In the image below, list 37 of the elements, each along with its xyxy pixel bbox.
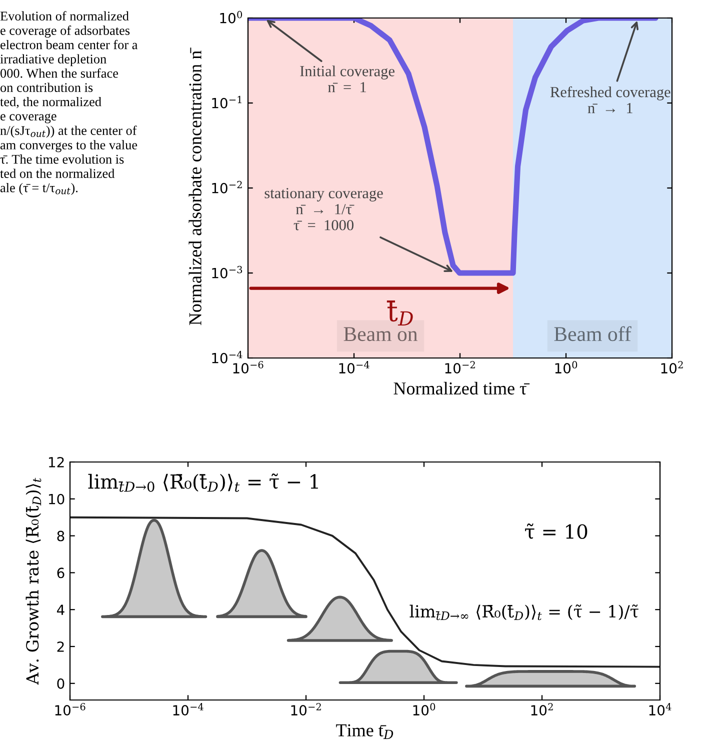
x-tick-label: 10$^{2}$ <box>531 703 553 716</box>
y-tick-label: 0 <box>57 678 64 689</box>
x-tick-label: 10$^{0}$ <box>413 703 436 716</box>
y-tick-label: 10 <box>48 494 64 504</box>
x-tick-label: 10$^{−2}$ <box>445 361 475 374</box>
y-tick-label: 10$^{0}$ <box>220 10 242 24</box>
x-tick-label: 10$^{0}$ <box>555 361 578 374</box>
y-tick-label: 8 <box>57 530 64 542</box>
y-tick-label: 10$^{−2}$ <box>212 180 242 194</box>
x-tick-label: 10$^{−6}$ <box>55 703 86 716</box>
y-tick-label: 2 <box>57 641 64 652</box>
x-tick-label: 10$^{−4}$ <box>339 361 370 374</box>
x-tick-label: 10$^{−2}$ <box>291 703 321 716</box>
x-tick-label: 10$^{4}$ <box>649 703 672 716</box>
annotation: Refreshed coverage n̄ → 1 <box>550 86 670 114</box>
y-tick-label: 4 <box>56 604 64 615</box>
annotation: stationary coverage n̄ → 1/τ̄ τ̄ = 1000 <box>264 188 383 230</box>
annotation: t̄$_{D}$ <box>386 300 413 326</box>
x-tick-label: 10$^{2}$ <box>661 361 683 374</box>
band-label: Beam on <box>344 327 418 342</box>
band-label: Beam off <box>554 326 632 342</box>
annotation: Initial coverage n̄ = 1 <box>300 66 394 92</box>
y-tick-label: 10$^{−4}$ <box>212 350 242 364</box>
x-tick-label: 10$^{−6}$ <box>233 361 264 374</box>
y-tick-label: 10$^{−1}$ <box>212 96 242 108</box>
annotation: lim$_{t̄D→0}$ ⟨R̄₀(t̄$_{D}$)⟩$_{t}$ = τ̃ − 1 <box>88 474 318 492</box>
x-axis-title: Time t̄$_{D}$ <box>336 724 394 740</box>
y-tick-label: 10$^{−3}$ <box>212 266 242 278</box>
annotation: τ̃ = 10 <box>525 524 588 539</box>
annotation: lim$_{t̄D→∞}$ ⟨R̄₀(t̄$_{D}$)⟩$_{t}$ = (τ̃ − 1)/τ̃ <box>410 604 638 620</box>
y-axis-title: Av. Growth rate ⟨R̄₀(t̄$_{D}$)⟩$_{t}$ <box>26 478 42 685</box>
y-tick-label: 12 <box>48 456 64 468</box>
y-axis-title: Normalized adsorbate concentration n̄ <box>188 48 202 326</box>
text: Evolution of normalized e coverage of adsorbates electron beam center for a irradiative depletion 000. When the surface on contribution is ted, the normalized e coverage n/(sJτ$_{out}$)) at the center of am converges to the value τ̄. The time evolution is ted on the normalized ale (τ̄ = t/τ$_{out}$). <box>0 11 138 195</box>
y-tick-label: 6 <box>57 568 64 578</box>
x-axis-title: Normalized time τ̄ <box>394 382 530 395</box>
x-tick-label: 10$^{−4}$ <box>173 703 204 716</box>
